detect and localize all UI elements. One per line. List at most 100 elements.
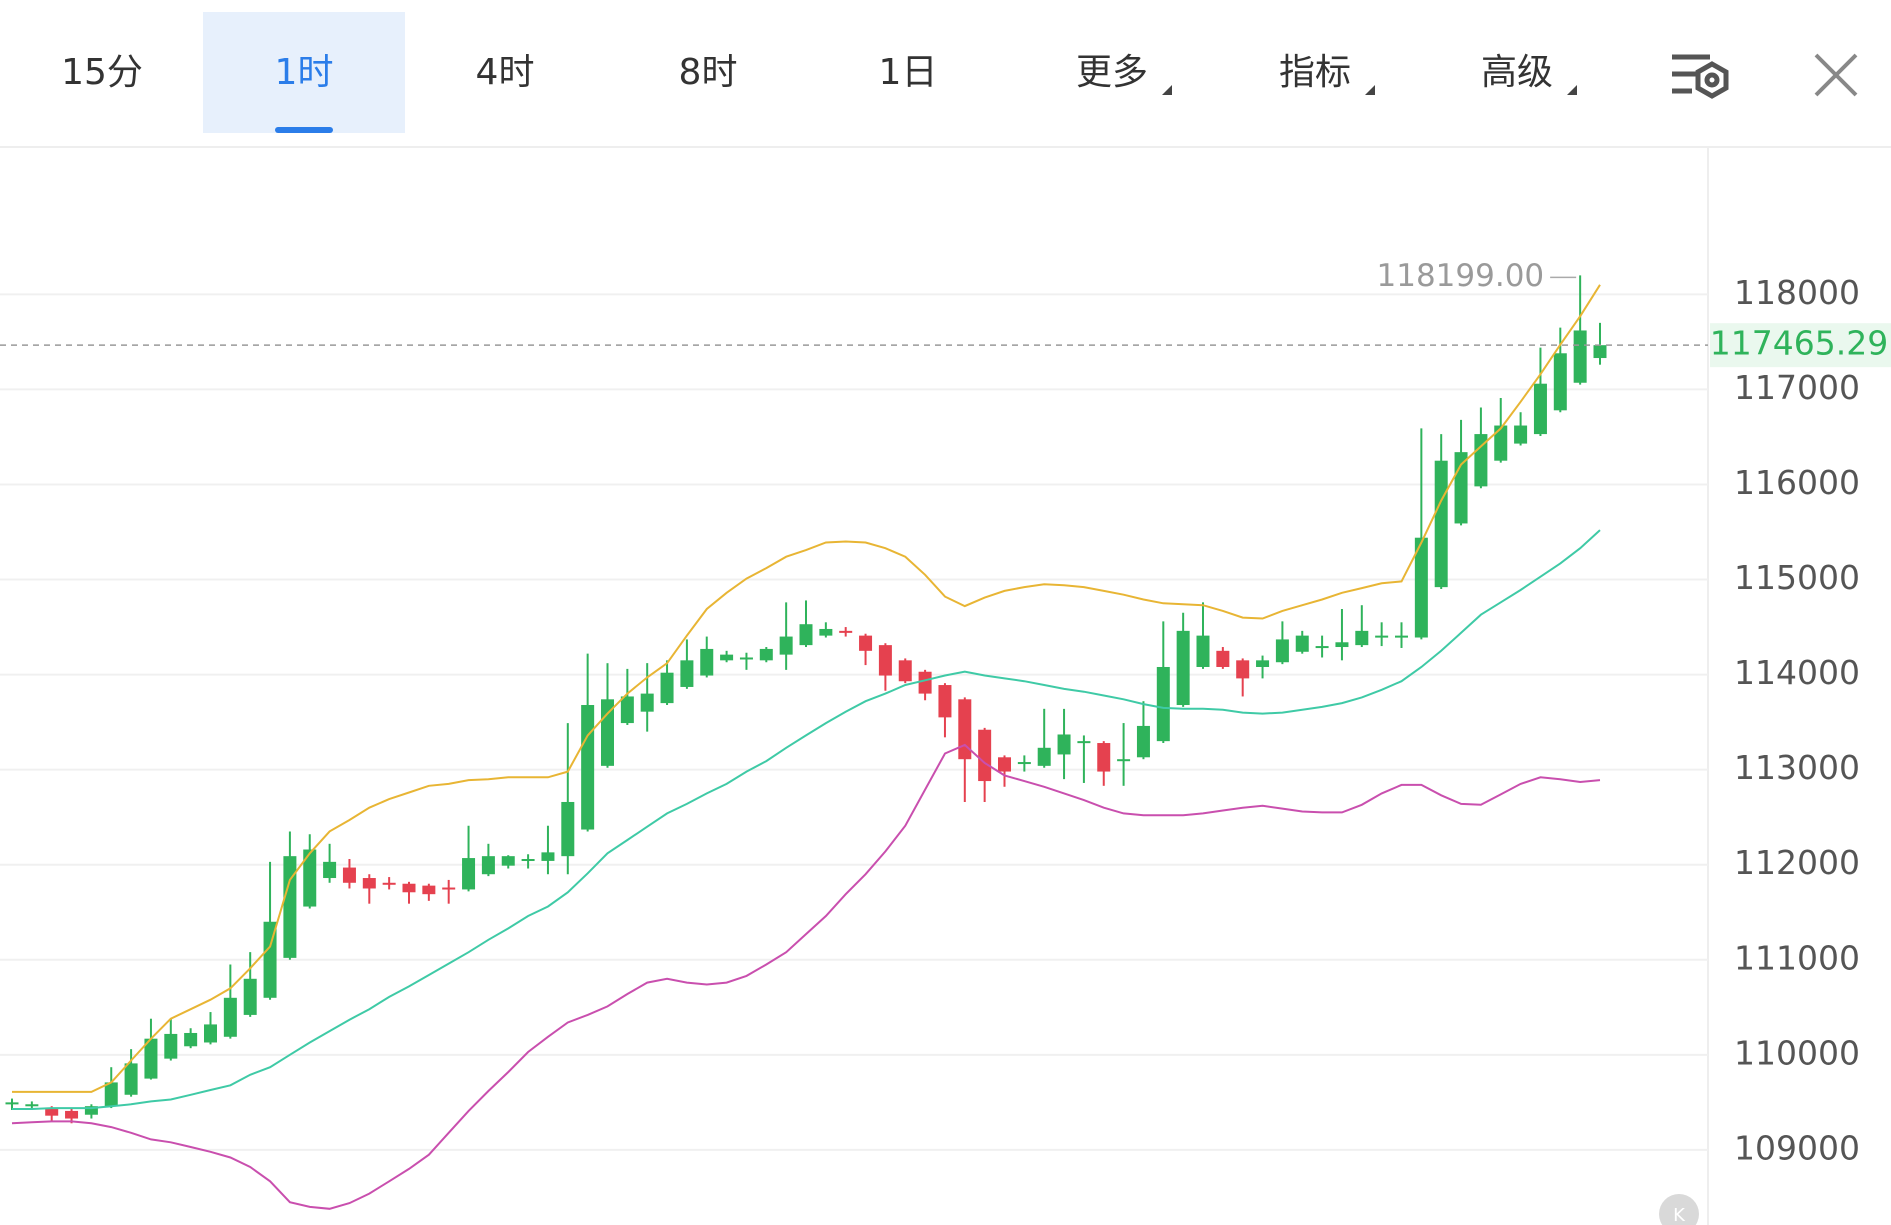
candle-body (1295, 635, 1309, 652)
candle-body (45, 1109, 59, 1116)
candle-body (382, 882, 396, 885)
candle-body (1414, 537, 1428, 638)
candle-body (898, 660, 912, 682)
candle-body (1275, 639, 1289, 663)
candle-body (1117, 759, 1131, 762)
candle-body (481, 856, 495, 875)
candle-body (1533, 383, 1547, 435)
candle-body (521, 859, 535, 862)
candle-body (561, 801, 575, 857)
candle-body (1236, 660, 1250, 679)
y-tick-label: 117000 (1734, 368, 1860, 407)
band-line (12, 529, 1601, 1110)
candle-body (1553, 353, 1567, 411)
dropdown-arrow (1567, 85, 1577, 95)
tab-selected-bg (203, 12, 405, 133)
candle-body (938, 685, 952, 718)
candle-body (65, 1110, 79, 1119)
tab-label[interactable]: 15分 (61, 52, 143, 93)
candle-body (1335, 642, 1349, 648)
tab-label[interactable]: 1时 (275, 52, 334, 93)
y-tick-label: 111000 (1734, 938, 1860, 977)
candle-body (501, 856, 515, 866)
candle-body (720, 654, 734, 661)
band-line (12, 284, 1601, 1093)
candle-body (1375, 635, 1389, 638)
settings-icon[interactable] (1672, 54, 1729, 99)
candle-body (1057, 734, 1071, 755)
tab-label[interactable]: 4时 (476, 52, 535, 93)
y-tick-label: 109000 (1734, 1128, 1860, 1167)
candle-body (1355, 630, 1369, 646)
candle-body (978, 729, 992, 782)
y-tick-label: 114000 (1734, 653, 1860, 692)
candle-body (1454, 452, 1468, 524)
tab-label[interactable]: 8时 (679, 52, 738, 93)
candle-body (462, 858, 476, 890)
candle-body (799, 624, 813, 646)
y-tick-label: 116000 (1734, 463, 1860, 502)
candle-body (223, 997, 237, 1037)
candle-body (680, 660, 694, 687)
last-price-label: 117465.29 (1710, 324, 1888, 363)
y-tick-label: 113000 (1734, 748, 1860, 787)
candle-body (1077, 741, 1091, 744)
candle-body (1097, 743, 1111, 772)
y-tick-label: 115000 (1734, 558, 1860, 597)
candle-body (1593, 345, 1607, 359)
candle-body (124, 1063, 138, 1095)
candle-body (1256, 660, 1270, 667)
candle-body (839, 630, 853, 633)
candle-body (342, 867, 356, 883)
tab-label[interactable]: 高级 (1481, 52, 1553, 93)
dropdown-arrow (1365, 85, 1375, 95)
last-price-bg (1710, 323, 1891, 368)
candle-body (1216, 650, 1230, 667)
candle-body (878, 645, 892, 676)
candle-body (620, 696, 634, 724)
candle-body (739, 657, 753, 660)
candle-body (1017, 762, 1031, 765)
candle-body (1037, 747, 1051, 766)
candle-body (700, 648, 714, 676)
tab-label[interactable]: 更多 (1076, 52, 1148, 93)
candle-body (1196, 635, 1210, 667)
candle-body (1395, 635, 1408, 638)
y-tick-label: 112000 (1734, 843, 1860, 882)
svg-text:K: K (1673, 1205, 1686, 1225)
candle-body (859, 635, 873, 651)
candle-body (1156, 666, 1170, 742)
dropdown-arrow (1162, 85, 1172, 95)
candle-body (204, 1024, 217, 1043)
collapse-button[interactable]: K (1659, 1194, 1699, 1225)
candle-body (303, 849, 317, 907)
candle-body (263, 921, 277, 998)
candle-body (1494, 425, 1508, 461)
candle-body (660, 672, 674, 704)
y-tick-label: 110000 (1734, 1033, 1860, 1072)
candle-body (541, 852, 555, 861)
candle-body (998, 757, 1011, 772)
candle-body (184, 1032, 198, 1047)
candle-body (442, 887, 456, 890)
candle-body (958, 699, 972, 760)
candle-body (5, 1102, 19, 1105)
candle-body (164, 1033, 178, 1059)
tab-underline (275, 127, 333, 133)
candle-body (104, 1082, 118, 1107)
tab-label[interactable]: 1日 (879, 52, 938, 93)
candle-body (1315, 646, 1329, 649)
candle-body (759, 648, 773, 661)
candle-body (640, 693, 654, 712)
candle-body (402, 883, 416, 893)
y-tick-label: 118000 (1734, 273, 1860, 312)
candle-body (144, 1038, 158, 1079)
candle-body (84, 1106, 98, 1115)
close-icon[interactable] (1814, 53, 1858, 97)
candle-body (323, 861, 337, 879)
candle-body (1136, 725, 1150, 758)
candle-body (243, 978, 257, 1015)
candle-body (779, 636, 793, 655)
tab-label[interactable]: 指标 (1279, 52, 1351, 93)
candle-body (1434, 460, 1448, 588)
